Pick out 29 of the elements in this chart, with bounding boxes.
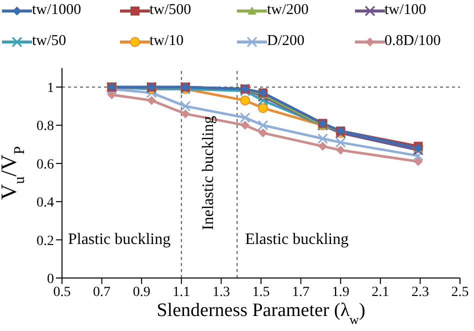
- x-tick-label: 1.3: [212, 284, 230, 300]
- legend-label: tw/1000: [32, 2, 82, 19]
- x-tick-label: 0.5: [53, 284, 71, 300]
- y-tick-label: 0.2: [36, 234, 54, 249]
- y-tick-label: 0.8: [36, 119, 54, 134]
- y-tick-label: 0.4: [36, 196, 54, 211]
- x-tick-label: 1.1: [172, 284, 190, 300]
- legend-label: tw/50: [32, 33, 66, 50]
- x-tick-label: 0.7: [93, 284, 111, 300]
- legend-label: tw/200: [267, 2, 309, 19]
- legend-label: tw/10: [150, 33, 184, 50]
- x-tick-label: 1.7: [292, 284, 310, 300]
- legend-label: tw/500: [150, 2, 192, 19]
- legend-label: tw/100: [384, 2, 426, 19]
- legend-label: D/200: [267, 33, 304, 50]
- x-tick-label: 1.9: [332, 284, 350, 300]
- annotation: Plastic buckling: [68, 230, 171, 249]
- legend-label: 0.8D/100: [384, 33, 441, 50]
- x-tick-label: 2.3: [411, 284, 429, 300]
- x-tick-label: 2.1: [372, 284, 390, 300]
- x-tick-label: 1.5: [252, 284, 270, 300]
- x-tick-label: 2.5: [451, 284, 469, 300]
- y-tick-label: 1: [47, 81, 54, 96]
- y-tick-label: 0: [47, 272, 54, 287]
- x-axis-title: Slenderness Parameter (λ$_{w}$): [156, 300, 366, 326]
- annotation: Elastic buckling: [245, 230, 349, 249]
- annotation: Inelastic buckling: [200, 116, 218, 230]
- y-tick-label: 0.6: [36, 157, 54, 172]
- x-tick-label: 0.9: [132, 284, 150, 300]
